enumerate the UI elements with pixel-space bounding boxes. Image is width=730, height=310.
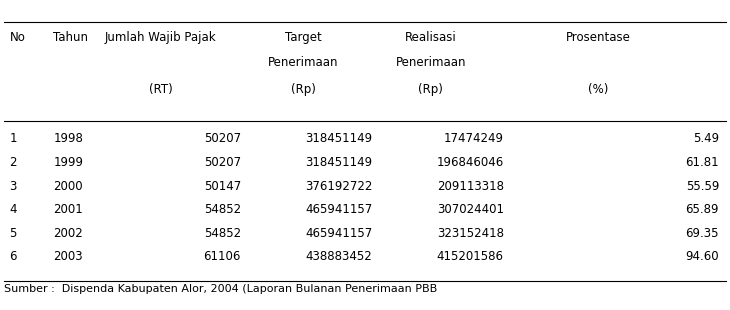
Text: 5: 5 <box>9 227 17 240</box>
Text: (Rp): (Rp) <box>418 83 443 96</box>
Text: (RT): (RT) <box>149 83 172 96</box>
Text: 2002: 2002 <box>53 227 83 240</box>
Text: 196846046: 196846046 <box>437 156 504 169</box>
Text: 2: 2 <box>9 156 17 169</box>
Text: 4: 4 <box>9 203 17 216</box>
Text: 5.49: 5.49 <box>693 132 719 145</box>
Text: 318451149: 318451149 <box>305 132 372 145</box>
Text: 3: 3 <box>9 179 17 193</box>
Text: 2001: 2001 <box>53 203 83 216</box>
Text: 55.59: 55.59 <box>685 179 719 193</box>
Text: 54852: 54852 <box>204 203 241 216</box>
Text: 1: 1 <box>9 132 17 145</box>
Text: Prosentase: Prosentase <box>566 31 631 44</box>
Text: 54852: 54852 <box>204 227 241 240</box>
Text: (%): (%) <box>588 83 609 96</box>
Text: 2000: 2000 <box>53 179 83 193</box>
Text: Target: Target <box>285 31 321 44</box>
Text: 209113318: 209113318 <box>437 179 504 193</box>
Text: 69.35: 69.35 <box>685 227 719 240</box>
Text: No: No <box>9 31 26 44</box>
Text: Penerimaan: Penerimaan <box>268 55 338 69</box>
Text: 2003: 2003 <box>53 250 83 263</box>
Text: 323152418: 323152418 <box>437 227 504 240</box>
Text: (Rp): (Rp) <box>291 83 315 96</box>
Text: 1998: 1998 <box>53 132 83 145</box>
Text: 415201586: 415201586 <box>437 250 504 263</box>
Text: 50207: 50207 <box>204 156 241 169</box>
Text: Tahun: Tahun <box>53 31 88 44</box>
Text: 438883452: 438883452 <box>306 250 372 263</box>
Text: 465941157: 465941157 <box>305 227 372 240</box>
Text: 65.89: 65.89 <box>685 203 719 216</box>
Text: 61.81: 61.81 <box>685 156 719 169</box>
Text: 50147: 50147 <box>204 179 241 193</box>
Text: Jumlah Wajib Pajak: Jumlah Wajib Pajak <box>105 31 216 44</box>
Text: 6: 6 <box>9 250 17 263</box>
Text: 376192722: 376192722 <box>305 179 372 193</box>
Text: 61106: 61106 <box>204 250 241 263</box>
Text: Sumber :  Dispenda Kabupaten Alor, 2004 (Laporan Bulanan Penerimaan PBB: Sumber : Dispenda Kabupaten Alor, 2004 (… <box>4 284 437 294</box>
Text: 50207: 50207 <box>204 132 241 145</box>
Text: Realisasi: Realisasi <box>405 31 456 44</box>
Text: 307024401: 307024401 <box>437 203 504 216</box>
Text: 465941157: 465941157 <box>305 203 372 216</box>
Text: 17474249: 17474249 <box>444 132 504 145</box>
Text: Penerimaan: Penerimaan <box>396 55 466 69</box>
Text: 94.60: 94.60 <box>685 250 719 263</box>
Text: 1999: 1999 <box>53 156 83 169</box>
Text: 318451149: 318451149 <box>305 156 372 169</box>
